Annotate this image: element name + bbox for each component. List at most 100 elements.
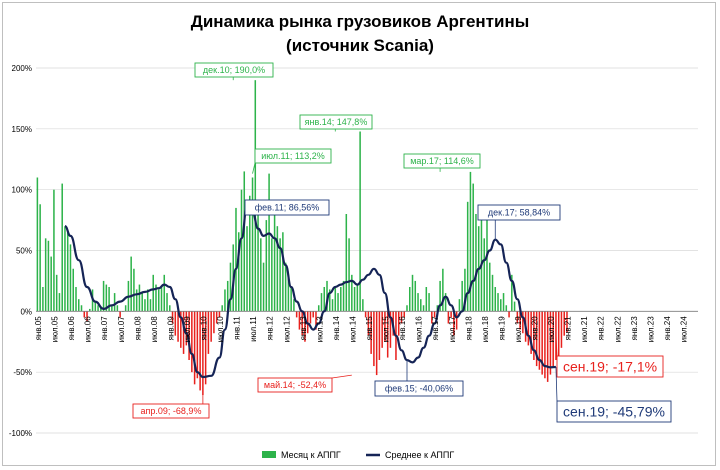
bar bbox=[538, 311, 541, 370]
bar bbox=[185, 311, 188, 346]
bar bbox=[39, 204, 41, 312]
bar bbox=[315, 311, 317, 330]
bar bbox=[475, 214, 477, 312]
bar bbox=[384, 311, 386, 342]
bar bbox=[155, 284, 157, 312]
bar bbox=[102, 280, 105, 312]
bar bbox=[279, 238, 281, 312]
annotation-label: фев.15; -40,06% bbox=[385, 384, 453, 394]
bar bbox=[483, 238, 485, 312]
bar bbox=[293, 299, 295, 312]
x-tick-label: июл.06 bbox=[84, 316, 93, 343]
bar bbox=[353, 287, 356, 312]
chart-frame bbox=[2, 2, 716, 466]
bar bbox=[124, 305, 127, 312]
bar bbox=[362, 299, 364, 312]
bar bbox=[295, 311, 298, 318]
legend-swatch-bars bbox=[262, 451, 276, 458]
annotation-box bbox=[254, 148, 332, 164]
bar-series bbox=[36, 80, 568, 396]
x-tick-label: янв.24 bbox=[663, 316, 672, 341]
bar bbox=[213, 311, 215, 334]
bar bbox=[169, 305, 171, 312]
bar bbox=[237, 232, 240, 312]
bar bbox=[284, 262, 287, 312]
bar bbox=[425, 287, 428, 312]
x-tick-label: янв.23 bbox=[630, 316, 639, 341]
bar bbox=[75, 287, 77, 312]
bar bbox=[166, 293, 168, 312]
bar bbox=[177, 311, 179, 342]
x-tick-label: янв.17 bbox=[431, 316, 440, 341]
chart-title-line-2: (источник Scania) bbox=[286, 36, 434, 55]
bar bbox=[329, 289, 331, 312]
bar bbox=[486, 220, 488, 312]
x-tick-label: июл.17 bbox=[448, 316, 457, 343]
bar bbox=[55, 274, 58, 312]
bar bbox=[409, 287, 411, 312]
x-tick-label: июл.14 bbox=[348, 316, 357, 343]
annotation-label: сен.19; -45,79% bbox=[563, 404, 665, 420]
x-tick-label: июл.11 bbox=[249, 316, 258, 342]
bar bbox=[533, 311, 535, 360]
x-tick-label: июл.16 bbox=[415, 316, 424, 343]
bar bbox=[221, 305, 223, 312]
x-tick-label: янв.16 bbox=[398, 316, 407, 341]
x-tick-label: июл.23 bbox=[646, 316, 655, 343]
bar bbox=[50, 256, 52, 312]
bar bbox=[304, 311, 306, 342]
x-tick-label: янв.19 bbox=[497, 316, 506, 341]
bar bbox=[417, 293, 419, 312]
bar bbox=[276, 226, 279, 312]
y-tick-label: 50% bbox=[16, 247, 32, 256]
x-tick-label: янв.18 bbox=[464, 316, 473, 341]
x-tick-label: июл.21 bbox=[580, 316, 589, 343]
bar bbox=[141, 293, 143, 312]
bar bbox=[549, 311, 552, 375]
annotation-box bbox=[556, 400, 672, 423]
bar bbox=[389, 311, 392, 348]
bar bbox=[235, 207, 237, 312]
x-tick-label: июл.18 bbox=[481, 316, 490, 343]
bar bbox=[298, 311, 301, 330]
y-tick-label: 100% bbox=[12, 186, 32, 195]
bar bbox=[146, 289, 149, 312]
bar bbox=[287, 274, 290, 312]
bar bbox=[64, 226, 66, 312]
x-tick-label: янв.22 bbox=[597, 316, 606, 341]
bar bbox=[251, 177, 254, 312]
bar bbox=[351, 274, 353, 312]
legend-label-line: Среднее к АППГ bbox=[385, 450, 454, 460]
annotation-box bbox=[132, 403, 210, 419]
bar bbox=[497, 293, 499, 312]
bar bbox=[422, 305, 425, 312]
bar bbox=[271, 238, 273, 312]
annotation-box bbox=[556, 355, 664, 378]
annotation-box bbox=[477, 204, 561, 221]
legend-label-bars: Месяц к АППГ bbox=[281, 450, 341, 460]
bar bbox=[119, 311, 121, 318]
x-tick-label: июл.22 bbox=[613, 316, 622, 343]
bar bbox=[36, 177, 39, 312]
bar bbox=[191, 311, 193, 373]
annotation-label: сен.19; -17,1% bbox=[563, 359, 657, 375]
bar bbox=[544, 311, 546, 379]
bar bbox=[334, 287, 337, 312]
bar bbox=[135, 289, 138, 312]
x-tick-label: янв.15 bbox=[365, 316, 374, 341]
bar bbox=[69, 244, 72, 312]
bar bbox=[218, 311, 221, 318]
bar bbox=[326, 280, 328, 312]
bar bbox=[160, 287, 163, 312]
x-tick-label: июл.05 bbox=[51, 316, 60, 343]
annotation-label: дек.10; 190,0% bbox=[203, 65, 265, 75]
annotation-leader bbox=[331, 374, 352, 379]
bar bbox=[364, 311, 367, 318]
bar bbox=[411, 274, 414, 312]
bar bbox=[80, 305, 83, 312]
bar bbox=[226, 280, 229, 312]
y-tick-label: 200% bbox=[12, 64, 32, 73]
average-line bbox=[64, 204, 556, 379]
bar bbox=[375, 311, 378, 376]
bar bbox=[265, 220, 268, 312]
